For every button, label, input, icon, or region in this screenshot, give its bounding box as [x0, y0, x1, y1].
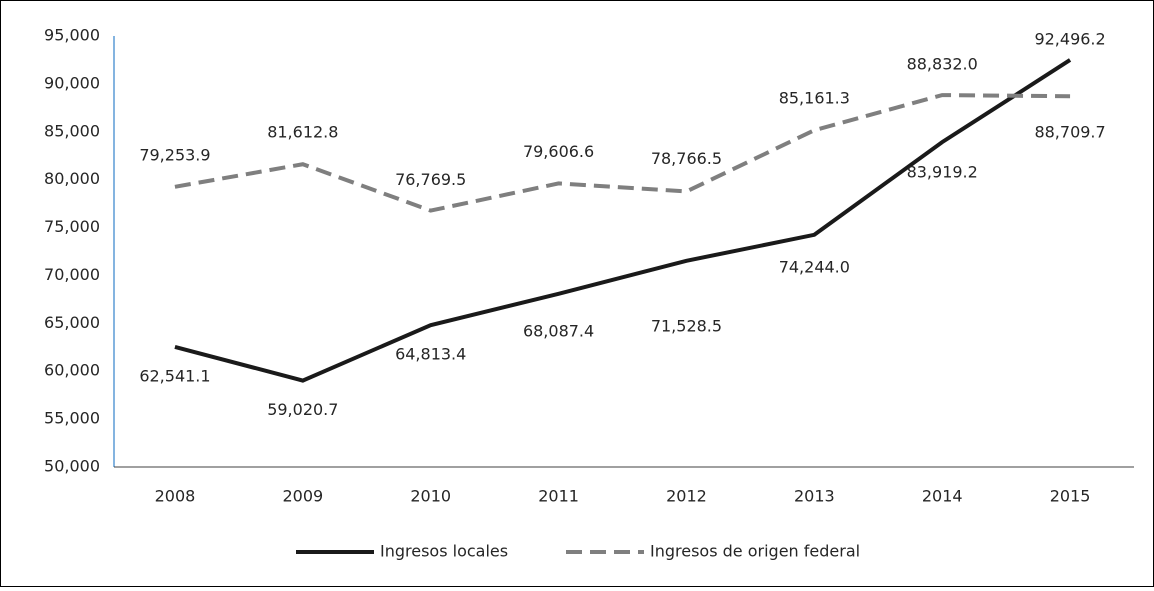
- data-label: 81,612.8: [267, 123, 338, 142]
- x-tick-label: 2012: [666, 487, 707, 506]
- x-tick-label: 2011: [538, 487, 579, 506]
- x-tick-label: 2010: [410, 487, 451, 506]
- data-label: 88,832.0: [907, 55, 978, 74]
- data-label: 92,496.2: [1034, 29, 1105, 48]
- y-tick-label: 85,000: [44, 121, 100, 140]
- data-label: 64,813.4: [395, 345, 466, 364]
- y-tick-label: 75,000: [44, 217, 100, 236]
- legend-label: Ingresos locales: [380, 542, 508, 561]
- data-label: 62,541.1: [139, 366, 210, 385]
- data-label: 79,253.9: [139, 145, 210, 164]
- y-tick-label: 55,000: [44, 409, 100, 428]
- x-tick-label: 2014: [922, 487, 963, 506]
- x-tick-label: 2008: [155, 487, 196, 506]
- data-label: 85,161.3: [779, 89, 850, 108]
- y-tick-label: 60,000: [44, 361, 100, 380]
- data-label: 88,709.7: [1034, 123, 1105, 142]
- y-tick-label: 90,000: [44, 73, 100, 92]
- y-tick-label: 50,000: [44, 457, 100, 476]
- y-tick-label: 95,000: [44, 26, 100, 45]
- x-tick-label: 2013: [794, 487, 835, 506]
- data-label: 68,087.4: [523, 321, 594, 340]
- y-tick-label: 80,000: [44, 169, 100, 188]
- y-tick-label: 65,000: [44, 313, 100, 332]
- line-series: [174, 58, 1072, 383]
- line-series: [174, 93, 1071, 213]
- data-label: 76,769.5: [395, 170, 466, 189]
- data-label: 74,244.0: [779, 257, 850, 276]
- data-label: 83,919.2: [907, 163, 978, 182]
- legend-label: Ingresos de origen federal: [650, 542, 860, 561]
- data-label: 78,766.5: [651, 149, 722, 168]
- data-label: 71,528.5: [651, 316, 722, 335]
- y-tick-label: 70,000: [44, 265, 100, 284]
- x-tick-label: 2009: [282, 487, 323, 506]
- x-tick-label: 2015: [1050, 487, 1091, 506]
- data-label: 79,606.6: [523, 142, 594, 161]
- data-label: 59,020.7: [267, 400, 338, 419]
